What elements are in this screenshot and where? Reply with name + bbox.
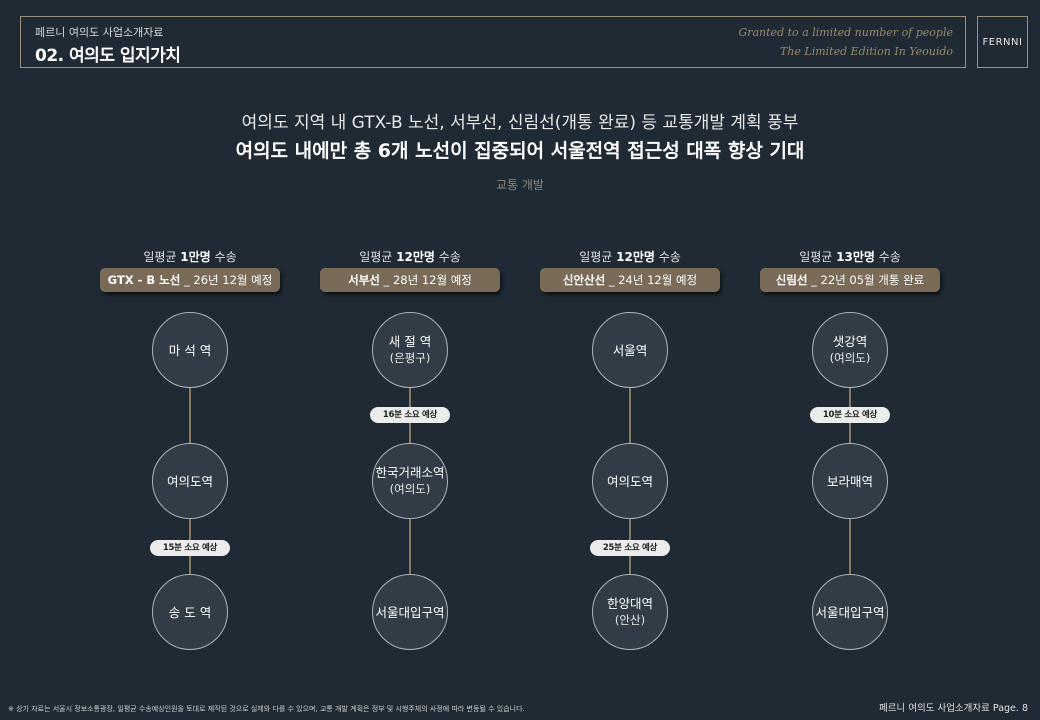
page-title: 02. 여의도 입지가치 <box>35 46 181 66</box>
station-name: 송 도 역 <box>168 604 212 620</box>
transit-line-sillim: 일평균 13만명 수송 신림선 _ 22년 05월 개통 완료 샛강역 (여의도… <box>760 240 940 660</box>
station-circle: 마 석 역 <box>152 312 228 388</box>
daily-capacity: 일평균 12만명 수송 <box>359 250 461 264</box>
station-circle: 샛강역 (여의도) <box>812 312 888 388</box>
daily-capacity: 일평균 1만명 수송 <box>143 250 237 264</box>
station-circle: 한양대역 (안산) <box>592 574 668 650</box>
station-circle: 보라매역 <box>812 443 888 519</box>
station-circle: 서울대입구역 <box>372 574 448 650</box>
station-name: 보라매역 <box>826 473 873 489</box>
line-name-tag: 신림선 _ 22년 05월 개통 완료 <box>760 268 940 292</box>
daily-capacity: 일평균 13만명 수송 <box>799 250 901 264</box>
travel-time-badge: 25분 소요 예상 <box>590 540 670 556</box>
station-circle: 새 절 역 (은평구) <box>372 312 448 388</box>
travel-time-badge: 15분 소요 예상 <box>150 540 230 556</box>
station-name: 여의도역 <box>166 473 213 489</box>
station-district: (여의도) <box>389 482 431 496</box>
station-circle: 여의도역 <box>592 443 668 519</box>
daily-capacity: 일평균 12만명 수송 <box>579 250 681 264</box>
brand-logo-text: FERNNI <box>982 36 1023 48</box>
line-name-tag: GTX - B 노선 _ 26년 12월 예정 <box>100 268 280 292</box>
page-number: 페르니 여의도 사업소개자료 Page. 8 <box>878 703 1028 714</box>
station-name: 서울대입구역 <box>815 604 885 620</box>
station-name: 여의도역 <box>606 473 653 489</box>
headline-main: 여의도 내에만 총 6개 노선이 집중되어 서울전역 접근성 대폭 향상 기대 <box>235 140 805 162</box>
brand-tagline: Granted to a limited number of people Th… <box>738 23 953 61</box>
tagline-line-1: Granted to a limited number of people <box>738 26 953 39</box>
transit-line-seobu: 일평균 12만명 수송 서부선 _ 28년 12월 예정 새 절 역 (은평구)… <box>320 240 500 660</box>
tagline-line-2: The Limited Edition In Yeouido <box>779 45 953 58</box>
headline-intro: 여의도 지역 내 GTX-B 노선, 서부선, 신림선(개통 완료) 등 교통개… <box>241 113 799 133</box>
station-name: 서울역 <box>612 342 648 358</box>
station-name: 마 석 역 <box>168 342 212 358</box>
station-name: 새 절 역 <box>388 334 432 349</box>
line-name-tag: 신안산선 _ 24년 12월 예정 <box>540 268 720 292</box>
station-name: 샛강역 <box>832 334 868 349</box>
station-name: 한국거래소역 <box>375 465 445 480</box>
station-circle: 한국거래소역 (여의도) <box>372 443 448 519</box>
transit-line-sinansan: 일평균 12만명 수송 신안산선 _ 24년 12월 예정 서울역 여의도역 2… <box>540 240 720 660</box>
station-district: (안산) <box>614 613 646 627</box>
station-district: (은평구) <box>389 351 431 365</box>
transit-line-gtx-b: 일평균 1만명 수송 GTX - B 노선 _ 26년 12월 예정 마 석 역… <box>100 240 280 660</box>
line-name-tag: 서부선 _ 28년 12월 예정 <box>320 268 500 292</box>
travel-time-badge: 10분 소요 예상 <box>810 407 890 423</box>
station-circle: 서울역 <box>592 312 668 388</box>
station-name: 한양대역 <box>606 596 653 611</box>
brand-logo: FERNNI <box>977 16 1028 68</box>
header-box: 페르니 여의도 사업소개자료 02. 여의도 입지가치 Granted to a… <box>20 16 966 68</box>
station-circle: 송 도 역 <box>152 574 228 650</box>
station-district: (여의도) <box>829 351 871 365</box>
footnote: ※ 상기 자료는 서울시 정보소통광장, 일평균 수송예상인원을 토대로 제작된… <box>8 705 525 713</box>
section-label: 교통 개발 <box>496 178 544 192</box>
station-circle: 서울대입구역 <box>812 574 888 650</box>
station-name: 서울대입구역 <box>375 604 445 620</box>
station-circle: 여의도역 <box>152 443 228 519</box>
travel-time-badge: 16분 소요 예상 <box>370 407 450 423</box>
document-subtitle: 페르니 여의도 사업소개자료 <box>35 26 164 39</box>
